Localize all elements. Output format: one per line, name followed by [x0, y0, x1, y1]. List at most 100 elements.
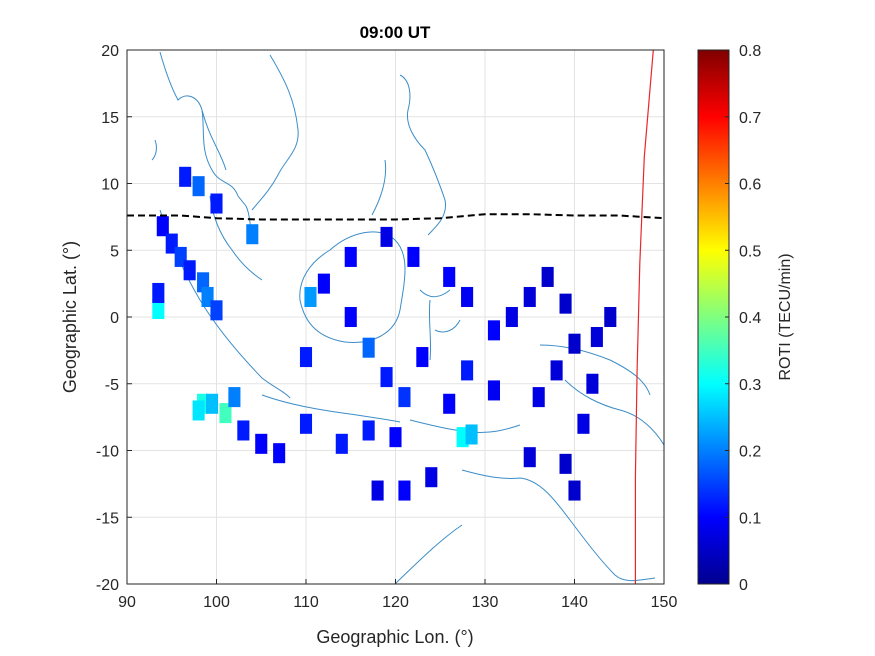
y-tick-label: -15 [96, 510, 119, 527]
roti-cells [152, 166, 617, 501]
coastline-philippines [371, 74, 447, 236]
coastline-java [261, 394, 401, 423]
roti-cell [425, 467, 438, 488]
roti-cell [210, 193, 223, 214]
roti-cell [532, 387, 545, 408]
colorbar-tick-label: 0.2 [739, 444, 761, 461]
overlay-lines [127, 50, 664, 584]
colorbar-tick-label: 0.7 [739, 110, 761, 127]
x-tick-label: 120 [382, 594, 409, 611]
roti-cell [179, 166, 192, 187]
roti-cell [156, 216, 169, 237]
colorbar-tick-label: 0.1 [739, 510, 761, 527]
x-tick-label: 100 [203, 594, 230, 611]
roti-cell [604, 306, 617, 328]
x-axis-label: Geographic Lon. (°) [316, 627, 473, 647]
roti-cell [407, 246, 420, 267]
roti-cell [299, 347, 313, 368]
magnetic-equator-line [127, 213, 664, 221]
roti-cell [389, 427, 402, 448]
roti-cell [568, 333, 581, 354]
y-tick-label: -10 [96, 444, 119, 461]
roti-cell [362, 420, 375, 441]
roti-cell [487, 380, 500, 401]
roti-cell [461, 286, 474, 307]
y-tick-label: 20 [101, 43, 119, 60]
roti-cell [398, 480, 411, 501]
roti-cell [335, 433, 348, 454]
roti-cell [505, 306, 518, 328]
roti-cell [590, 327, 603, 348]
coastline-indochina [159, 51, 257, 243]
coastline-vietnam [251, 54, 299, 211]
roti-cell [559, 293, 572, 314]
roti-cell [219, 403, 232, 424]
roti-cell [559, 453, 572, 474]
roti-cell [487, 320, 500, 341]
roti-cell [255, 433, 268, 454]
roti-cell [299, 413, 313, 434]
y-tick-label: 10 [101, 177, 119, 194]
x-axis-ticks: 90 100 110 120 130 140 150 [118, 579, 677, 611]
colorbar-tick-label: 0.8 [739, 43, 761, 60]
coastline-new-guinea [539, 344, 664, 446]
roti-cell [344, 246, 357, 267]
roti-cell [398, 387, 411, 408]
roti-cell [523, 447, 536, 468]
roti-cell [246, 224, 259, 245]
roti-cell [192, 400, 205, 421]
roti-cell [416, 347, 429, 368]
roti-cell [228, 387, 241, 408]
x-tick-label: 90 [118, 594, 136, 611]
x-tick-label: 140 [561, 594, 588, 611]
roti-cell [380, 367, 393, 388]
x-tick-label: 150 [651, 594, 678, 611]
roti-cell [152, 282, 165, 303]
colorbar-label: ROTI (TECU/min) [777, 253, 794, 380]
roti-cell [371, 480, 384, 501]
colorbar-tick-label: 0 [739, 577, 748, 594]
coastline-sulawesi [419, 289, 461, 361]
colorbar-tick-label: 0.6 [739, 177, 761, 194]
y-tick-label: 5 [110, 243, 119, 260]
roti-cell [461, 360, 474, 381]
coastline-small-island [151, 139, 157, 161]
roti-cell [210, 300, 223, 321]
roti-cell [344, 306, 357, 328]
colorbar-ticks: 0 0.1 0.2 0.3 0.4 0.5 0.6 0.7 0.8 [725, 43, 761, 594]
roti-cell [523, 286, 536, 307]
roti-cell [237, 420, 250, 441]
y-tick-label: 15 [101, 110, 119, 127]
x-tick-label: 130 [472, 594, 499, 611]
coastline-australia [394, 469, 656, 584]
boundary-line [634, 50, 654, 584]
y-tick-label: 0 [110, 310, 119, 327]
y-axis-label: Geographic Lat. (°) [60, 241, 80, 393]
y-tick-label: -20 [96, 577, 119, 594]
roti-cell [205, 393, 219, 414]
colorbar-tick-label: 0.3 [739, 377, 761, 394]
roti-cell [304, 286, 317, 307]
roti-cell [152, 298, 165, 320]
roti-cell [541, 266, 554, 287]
roti-cell [380, 226, 393, 247]
chart-title: 09:00 UT [360, 23, 431, 42]
roti-cell [362, 337, 375, 358]
colorbar [697, 49, 730, 585]
roti-cell [317, 273, 330, 294]
x-tick-label: 110 [293, 594, 319, 611]
y-tick-label: -5 [105, 377, 119, 394]
roti-cell [465, 424, 478, 445]
colorbar-tick-label: 0.4 [739, 310, 761, 327]
roti-cell [443, 266, 456, 287]
roti-cell [568, 480, 581, 501]
y-axis-ticks: 20 15 10 5 0 -5 -10 -15 -20 [96, 43, 132, 594]
roti-cell [183, 260, 196, 281]
roti-cell [586, 373, 599, 394]
roti-cell [192, 176, 205, 197]
colorbar-tick-label: 0.5 [739, 243, 761, 260]
roti-cell [550, 360, 563, 381]
roti-cell [443, 393, 456, 414]
roti-cell [273, 443, 286, 464]
